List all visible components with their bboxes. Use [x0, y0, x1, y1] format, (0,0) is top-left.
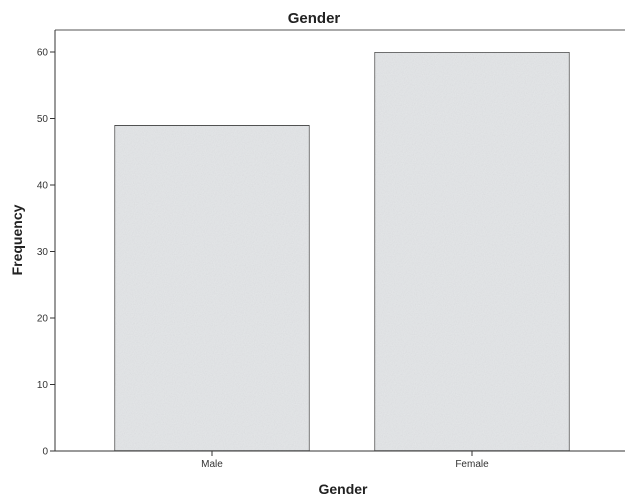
bars-group [113, 51, 571, 452]
x-axis-ticks: Male Female [201, 451, 489, 470]
y-tick-label: 50 [37, 114, 49, 125]
y-tick-label: 60 [37, 48, 49, 59]
bar-female [373, 51, 571, 452]
x-tick-label-female: Female [455, 459, 489, 470]
x-axis-label: Gender [318, 481, 368, 497]
y-tick-label: 10 [37, 380, 49, 391]
y-axis-ticks: 0 10 20 30 40 50 60 [37, 48, 55, 458]
bar-male [113, 124, 311, 452]
y-tick-label: 30 [37, 247, 49, 258]
y-axis-label: Frequency [9, 204, 25, 275]
x-tick-label-male: Male [201, 459, 223, 470]
y-tick-label: 0 [42, 447, 48, 458]
y-tick-label: 20 [37, 314, 49, 325]
y-tick-label: 40 [37, 181, 49, 192]
chart-title: Gender [288, 10, 341, 27]
